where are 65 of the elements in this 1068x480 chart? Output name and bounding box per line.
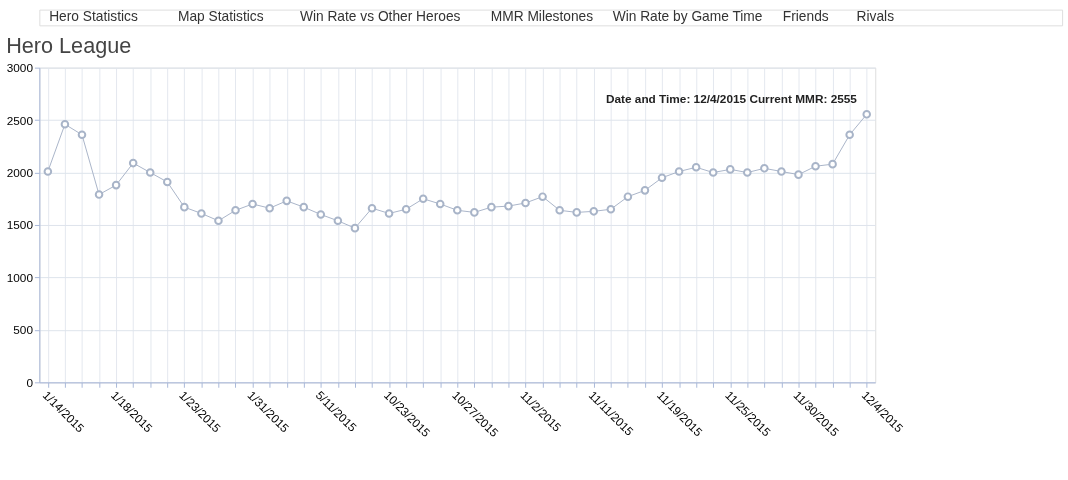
- point: [828, 159, 837, 169]
- text: Win Rate vs Other Heroes: [299, 9, 461, 25]
- y-tick-label: 2500: [6, 113, 34, 128]
- text: Rivals: [856, 9, 895, 25]
- point: [623, 192, 633, 201]
- point: [401, 204, 411, 214]
- point: [350, 223, 360, 233]
- chart-title: Hero League: [6, 32, 132, 58]
- point: [180, 202, 189, 212]
- point: [384, 209, 394, 218]
- point: [640, 186, 650, 195]
- point: [845, 130, 854, 140]
- point: [162, 177, 172, 187]
- point: [862, 110, 872, 119]
- point: [43, 167, 53, 176]
- point: [538, 192, 547, 201]
- point: [777, 167, 786, 176]
- text: Win Rate by Game Time: [612, 9, 763, 25]
- annotation: Date and Time: 12/4/2015 Current MMR: 2555: [605, 92, 858, 107]
- text: Hero Statistics: [49, 9, 138, 25]
- point: [299, 202, 309, 212]
- point: [316, 210, 326, 219]
- point: [555, 206, 564, 215]
- point: [589, 207, 599, 216]
- point: [691, 163, 701, 172]
- y-tick-label: 500: [13, 323, 34, 338]
- point: [435, 199, 445, 209]
- y-tick-label: 1000: [6, 270, 34, 285]
- y-tick-label: 2000: [6, 165, 34, 180]
- point: [248, 199, 257, 209]
- point: [504, 201, 513, 211]
- point: [94, 190, 104, 199]
- text: MMR Milestones: [490, 9, 594, 25]
- point: [128, 158, 138, 168]
- point: [111, 180, 121, 190]
- point: [470, 208, 479, 217]
- point: [487, 202, 496, 212]
- point: [282, 196, 291, 206]
- point: [231, 206, 240, 215]
- point: [333, 216, 343, 226]
- y-tick-label: 1500: [6, 218, 34, 233]
- point: [453, 206, 462, 215]
- point: [77, 130, 87, 140]
- y-tick-label: 3000: [6, 61, 34, 76]
- y-tick-label: 0: [26, 375, 34, 390]
- point: [606, 204, 616, 214]
- point: [572, 208, 581, 217]
- point: [214, 216, 223, 226]
- point: [811, 161, 820, 171]
- point: [657, 173, 667, 183]
- point: [265, 203, 274, 213]
- point: [521, 198, 530, 208]
- point: [725, 165, 735, 174]
- point: [418, 194, 428, 204]
- text: Map Statistics: [178, 9, 264, 25]
- point: [145, 168, 155, 177]
- text: Friends: [782, 9, 829, 25]
- point: [674, 167, 684, 176]
- point: [743, 168, 752, 177]
- point: [760, 164, 769, 173]
- point: [197, 209, 206, 218]
- point: [60, 120, 70, 129]
- point: [708, 168, 718, 177]
- point: [367, 203, 377, 213]
- point: [794, 170, 803, 179]
